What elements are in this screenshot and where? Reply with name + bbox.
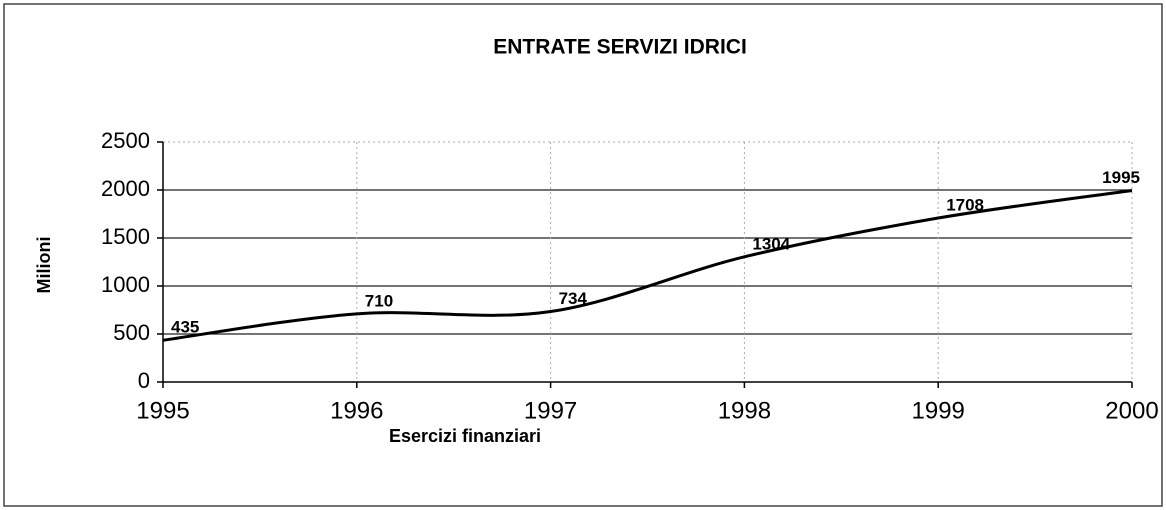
x-tick-label: 1999 bbox=[912, 397, 965, 424]
y-tick-label: 2500 bbox=[101, 128, 150, 153]
x-tick-label: 1997 bbox=[524, 397, 577, 424]
data-label: 1304 bbox=[752, 234, 790, 253]
x-axis-label: Esercizi finanziari bbox=[389, 426, 541, 446]
y-axis-label: Milioni bbox=[34, 237, 54, 294]
chart-border bbox=[3, 3, 1163, 507]
y-tick-label: 500 bbox=[113, 320, 150, 345]
data-label: 710 bbox=[365, 291, 393, 310]
x-tick-label: 1995 bbox=[136, 397, 189, 424]
data-label: 1995 bbox=[1102, 168, 1140, 187]
chart-title: ENTRATE SERVIZI IDRICI bbox=[493, 36, 747, 59]
y-tick-label: 2000 bbox=[101, 176, 150, 201]
x-tick-label: 1998 bbox=[718, 397, 771, 424]
data-label: 734 bbox=[559, 289, 588, 308]
y-tick-label: 1500 bbox=[101, 224, 150, 249]
y-tick-label: 1000 bbox=[101, 272, 150, 297]
line bbox=[162, 188, 1133, 342]
y-tick-label: 0 bbox=[138, 368, 150, 393]
x-tick-label: 1996 bbox=[330, 397, 383, 424]
data-label: 1708 bbox=[946, 196, 984, 215]
x-tick-label: 2000 bbox=[1105, 397, 1158, 424]
data-label: 435 bbox=[171, 318, 199, 337]
